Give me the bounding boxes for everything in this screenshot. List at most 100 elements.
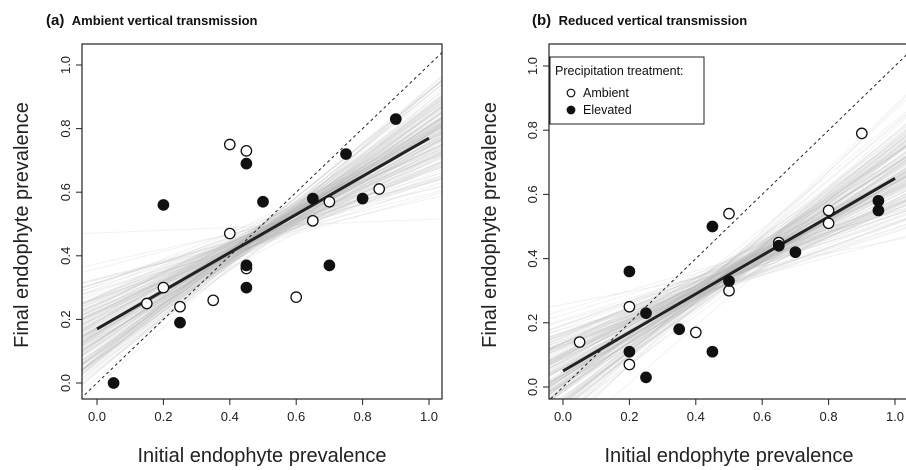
data-point [240,145,253,157]
x-tick-label: 0.4 [221,409,239,424]
posterior-line [549,204,906,339]
x-axis-a: 0.0 0.2 0.4 0.6 0.8 1.0 [88,399,438,424]
posterior-line [82,116,442,348]
posterior-line [82,160,442,304]
fit-line [562,177,896,373]
legend-entry-ambient: Ambient [583,86,629,100]
posterior-line [569,123,906,399]
data-point [240,157,253,170]
posterior-line [593,96,906,399]
fit-line [96,136,430,331]
series-filled-a [107,113,402,389]
posterior-line [82,134,442,347]
legend-entry-elevated: Elevated [583,103,632,117]
data-point [623,300,636,313]
posterior-line [82,156,442,319]
posterior-line [82,130,442,351]
data-point [623,265,636,278]
x-tick-label: 0.2 [154,409,172,424]
posterior-line [549,196,906,341]
posterior-line [82,147,442,333]
posterior-line [549,175,906,370]
data-point [373,183,386,195]
posterior-line [82,127,442,315]
posterior-line [82,178,442,273]
y-tick-label: 0.2 [525,314,540,332]
posterior-line [82,97,442,366]
posterior-line [549,202,906,339]
data-point [389,113,402,125]
posterior-line [82,218,442,235]
posterior-line [82,131,442,305]
y-tick-label: 1.0 [525,57,540,75]
data-point [306,192,319,205]
posterior-line [82,94,442,384]
posterior-line [82,121,442,343]
x-tick-label: 0.0 [88,409,106,424]
posterior-line [82,87,442,365]
posterior-line [82,116,442,366]
posterior-line [549,138,906,389]
x-tick-label: 0.0 [554,409,572,424]
posterior-line [82,177,442,300]
posterior-line [82,124,442,327]
data-point [789,246,802,259]
posterior-line [82,105,442,372]
posterior-line [82,145,442,339]
y-axis-title-a: Final endophyte prevalence [11,102,33,348]
posterior-line [82,144,442,338]
posterior-line [82,152,442,306]
posterior-line [549,187,906,350]
posterior-line [610,143,906,399]
data-point [240,259,253,272]
posterior-line [82,110,442,367]
posterior-line [82,97,442,375]
posterior-line [549,218,906,326]
posterior-line [82,141,442,343]
posterior-line [82,117,442,345]
posterior-line [82,117,442,355]
posterior-band-b [549,94,906,399]
posterior-line [549,183,906,349]
posterior-line [82,99,442,380]
x-tick-label: 0.8 [354,409,372,424]
posterior-line [82,165,442,289]
legend-title: Precipitation treatment: [555,64,684,78]
posterior-line [82,108,442,352]
posterior-line [549,171,906,351]
posterior-line [82,144,442,316]
posterior-line [561,134,906,399]
posterior-line [549,182,906,364]
posterior-line [82,138,442,352]
posterior-line [549,157,906,385]
data-point [573,336,586,348]
data-point [207,294,220,307]
data-point [323,195,336,208]
posterior-line [82,102,442,371]
posterior-line [82,98,442,354]
posterior-line [82,111,442,362]
posterior-line [82,140,442,333]
posterior-line [549,204,906,340]
posterior-line [82,83,442,373]
posterior-line [549,180,906,354]
posterior-line [549,183,906,357]
posterior-line [549,199,906,332]
y-tick-label: 0.8 [58,120,73,138]
y-tick-label: 1.0 [58,56,73,74]
posterior-line [549,170,906,369]
data-point [855,127,868,140]
posterior-line [549,180,906,360]
posterior-line [82,123,442,332]
posterior-line [82,146,442,312]
posterior-line [82,151,442,341]
posterior-line [549,160,906,362]
posterior-line [549,179,906,362]
data-point [822,217,835,230]
posterior-line [549,210,906,325]
posterior-line [549,175,906,345]
posterior-line [82,104,442,372]
posterior-line [82,123,442,357]
panel-a-title-text: Ambient vertical transmission [72,13,258,28]
posterior-line [564,113,906,399]
